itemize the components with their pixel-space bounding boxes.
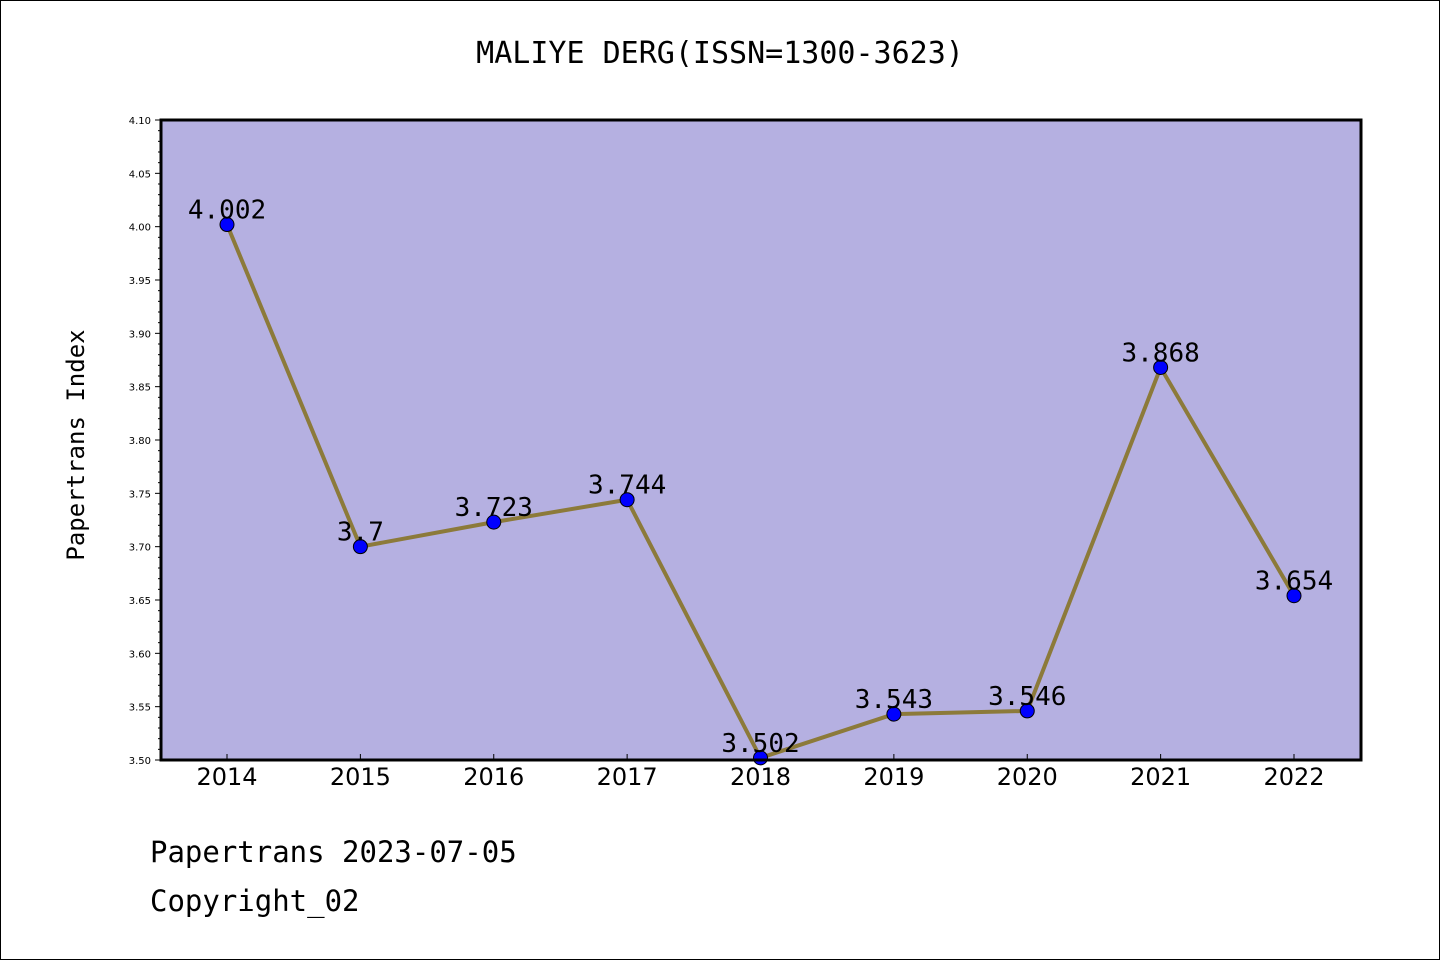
plot-area bbox=[161, 120, 1361, 760]
data-point bbox=[886, 706, 902, 722]
x-tick-label: 2016 bbox=[463, 763, 524, 791]
x-tick-label: 2018 bbox=[730, 763, 791, 791]
x-tick-label: 2022 bbox=[1263, 763, 1324, 791]
x-axis: 2014 2015 2016 2017 2018 2019 2020 2021 2022 bbox=[196, 754, 1325, 791]
data-point bbox=[486, 514, 502, 530]
y-tick-label: 3.55 bbox=[129, 703, 151, 714]
y-axis: 3.50 3.55 3.60 3.65 3.70 3.75 3.80 3.85 3.90 3.95… bbox=[129, 116, 161, 767]
data-labels: 4.002 3.7 3.723 3.744 3.502 3.543 3.546 3.868 3.… bbox=[188, 196, 1333, 759]
data-label: 3.868 bbox=[1121, 338, 1199, 368]
data-point bbox=[1286, 588, 1302, 604]
footer-date: Papertrans 2023-07-05 bbox=[150, 835, 517, 869]
data-label: 4.002 bbox=[188, 196, 266, 226]
series-markers bbox=[219, 217, 1302, 766]
y-tick-label: 3.65 bbox=[129, 596, 151, 607]
y-tick-label: 3.50 bbox=[129, 756, 151, 767]
x-tick-label: 2017 bbox=[597, 763, 658, 791]
data-label: 3.502 bbox=[721, 729, 799, 759]
x-tick-label: 2021 bbox=[1130, 763, 1191, 791]
y-tick-label: 3.75 bbox=[129, 489, 151, 500]
chart-title: MALIYE DERG(ISSN=1300-3623) bbox=[476, 36, 964, 71]
x-tick-label: 2015 bbox=[330, 763, 391, 791]
y-tick-label: 3.80 bbox=[129, 436, 151, 447]
plot-border bbox=[159, 118, 1363, 762]
y-tick-label: 3.85 bbox=[129, 383, 151, 394]
footer-copyright: Copyright_02 bbox=[150, 884, 360, 918]
data-label: 3.7 bbox=[337, 518, 384, 548]
y-tick-label: 3.70 bbox=[129, 543, 151, 554]
y-tick-label: 4.05 bbox=[129, 169, 151, 180]
y-tick-label: 3.90 bbox=[129, 329, 151, 340]
data-point bbox=[1019, 703, 1035, 719]
data-label: 3.723 bbox=[455, 493, 533, 523]
data-point bbox=[619, 492, 635, 508]
y-tick-label: 4.00 bbox=[129, 223, 151, 234]
data-point bbox=[352, 539, 368, 555]
data-label: 3.546 bbox=[988, 682, 1066, 712]
x-tick-label: 2020 bbox=[997, 763, 1058, 791]
data-point bbox=[1153, 359, 1169, 375]
data-label: 3.744 bbox=[588, 471, 666, 501]
x-tick-label: 2019 bbox=[863, 763, 924, 791]
data-label: 3.543 bbox=[855, 685, 933, 715]
y-tick-label: 3.95 bbox=[129, 276, 151, 287]
data-label: 3.654 bbox=[1255, 567, 1333, 597]
x-tick-label: 2014 bbox=[196, 763, 257, 791]
y-tick-label: 3.60 bbox=[129, 649, 151, 660]
y-tick-label: 4.10 bbox=[129, 116, 151, 127]
data-point bbox=[219, 217, 235, 233]
y-axis-title: Papertrans Index bbox=[62, 329, 90, 560]
